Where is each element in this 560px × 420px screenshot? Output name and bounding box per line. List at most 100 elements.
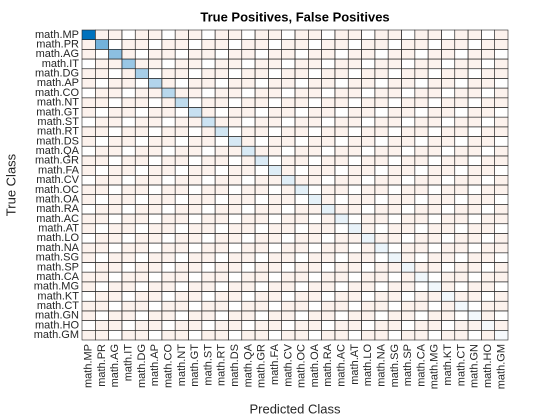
cell [95,68,109,79]
cell [441,58,456,70]
y-tick-label: math.FA [38,164,80,176]
cell [427,49,442,60]
cell [188,145,203,157]
cell [161,97,176,108]
cell [201,49,216,60]
cell [148,29,163,40]
cell [414,291,429,302]
x-tick-label: math.RA [322,343,334,386]
cell [201,68,216,79]
cell [481,213,495,225]
cell [188,320,203,331]
cell [361,310,376,321]
cell [241,252,256,263]
cell [494,126,509,137]
cell [148,252,163,263]
cell [494,262,509,273]
cell [254,155,269,166]
cell [401,145,416,157]
cell [361,242,376,254]
cell [268,291,282,302]
cell [387,291,402,302]
cell [334,204,349,215]
cell [161,271,176,283]
cell [134,49,149,60]
cell [201,155,216,166]
cell [188,213,203,225]
cell [281,310,296,321]
cell [201,29,216,40]
cell [427,233,442,244]
y-tick-label: math.CT [37,300,79,312]
x-tick-label: math.FA [269,343,281,385]
cell [308,175,322,186]
x-tick-label: math.GT [189,344,201,387]
cell [161,252,176,263]
cell [188,175,203,186]
x-tick-label: math.SP [402,344,414,386]
cell [174,252,189,263]
cell [427,29,442,40]
y-tick-label: math.CO [35,87,79,99]
y-tick-label: math.RT [37,126,79,138]
cell [268,155,282,166]
cell [401,281,416,292]
cell [134,107,149,118]
cell [467,78,482,89]
cell [228,204,243,215]
cell [108,126,123,137]
cell [121,204,136,215]
cell [294,165,309,176]
cell [121,97,136,108]
cell [467,271,482,283]
cell [454,320,469,331]
cell [374,281,389,292]
cell [241,271,256,283]
x-tick-label: math.MG [429,344,441,389]
cell [387,320,402,331]
cell [401,136,416,147]
cell [121,194,136,205]
cell [467,310,482,321]
cell [228,330,243,341]
cell [467,58,482,70]
cell [228,194,243,205]
cell [148,281,163,292]
cell [308,223,322,234]
cell [481,252,495,263]
cell [441,87,456,99]
cell [414,155,429,166]
cell [334,29,349,40]
cell [374,204,389,215]
cell [108,252,123,263]
cell [81,204,96,215]
cell [441,291,456,302]
cell [148,78,163,89]
cell [174,155,189,166]
cell [454,291,469,302]
cell [374,310,389,321]
cell [401,39,416,50]
cell [241,194,256,205]
cell [374,184,389,195]
cell [467,204,482,215]
cell [481,262,495,273]
cell [308,87,322,99]
cell [201,252,216,263]
cell [361,29,376,40]
cell [281,39,296,50]
cell [161,262,176,273]
cell [374,300,389,312]
cell [494,252,509,263]
cell [241,320,256,331]
x-tick-label: math.GR [256,344,268,388]
cell [494,184,509,195]
cell [228,68,243,79]
cell [108,145,123,157]
cell [481,330,495,341]
cell [481,242,495,254]
cell [494,320,509,331]
cell [427,213,442,225]
cell [308,49,322,60]
cell [95,39,109,50]
